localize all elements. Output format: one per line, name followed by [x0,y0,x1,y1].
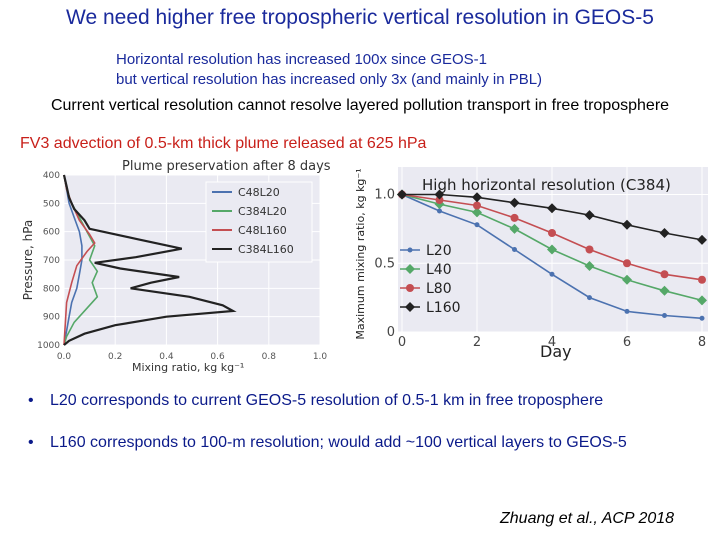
x-tick-label: 0.2 [108,352,122,362]
timeseries-chart-ylabel: Maximum mixing ratio, kg kg⁻¹ [354,168,367,339]
legend-label: C384L20 [238,205,287,218]
x-tick-label: 0.8 [262,352,277,362]
data-point-l20 [699,315,705,321]
data-point-l160 [434,189,445,200]
legend-label: C48L20 [238,186,280,199]
legend-label: L20 [426,243,452,259]
data-point-l40 [584,261,595,271]
subtitle-line-1: Horizontal resolution has increased 100x… [116,51,488,68]
legend-label: L80 [426,281,452,297]
y-tick-label: 1.0 [374,188,395,203]
data-point-l160 [584,210,595,221]
bullet-text-1: L20 corresponds to current GEOS-5 resolu… [50,392,604,409]
legend-marker [406,284,414,292]
data-point-l20 [624,308,630,314]
data-point-l20 [549,271,555,277]
x-tick-label: 4 [548,335,556,350]
y-tick-label: 800 [43,284,60,294]
y-tick-label: 400 [43,171,60,181]
data-point-l40 [547,244,557,255]
x-tick-label: 0.0 [57,352,72,362]
data-point-l160 [509,197,520,208]
data-point-l40 [472,207,482,218]
legend-marker [405,302,415,312]
legend-marker [407,247,413,253]
y-tick-label: 0.5 [374,256,395,271]
y-tick-label: 1000 [37,341,60,351]
data-point-l80 [473,201,481,210]
x-tick-label: 6 [623,335,631,350]
plume-heading: FV3 advection of 0.5-km thick plume rele… [20,135,427,152]
data-point-l80 [660,270,669,279]
data-point-l160 [397,189,407,200]
citation: Zhuang et al., ACP 2018 [500,510,675,527]
y-tick-label: 900 [43,313,60,323]
x-tick-label: 1.0 [313,352,328,362]
y-tick-label: 500 [43,199,60,209]
bullet-marker: • [28,434,34,451]
timeseries-chart-xlabel: Day [540,342,572,361]
data-point-l20 [512,247,517,252]
y-tick-label: 600 [43,228,60,238]
data-point-l80 [623,259,631,268]
subtitle-line-2: but vertical resolution has increased on… [116,71,543,88]
x-tick-label: 0.4 [159,352,174,362]
x-tick-label: 8 [698,335,706,350]
profile-chart-ylabel: Pressure, hPa [21,220,35,301]
legend-label: C48L160 [238,224,287,237]
profile-chart-xlabel: Mixing ratio, kg kg⁻¹ [132,361,244,374]
bullet-item-1: • L20 corresponds to current GEOS-5 resol… [28,392,603,410]
legend-marker [405,264,415,274]
timeseries-chart-title: High horizontal resolution (C384) [422,176,671,194]
legend-label: L160 [426,300,461,316]
bullet-text-2: L160 corresponds to 100-m resolution; wo… [50,434,627,451]
x-tick-label: 2 [473,335,481,350]
profile-chart-title: Plume preservation after 8 days [122,159,331,174]
data-point-l40 [509,223,520,234]
data-point-l40 [659,285,670,296]
data-point-l20 [587,295,592,301]
data-point-l20 [437,208,442,214]
profile-chart: 0.0 0.2 0.4 0.6 0.8 1.0 400 500 600 700 800 900 1000… [21,159,331,374]
series-line-c384l160 [62,174,237,346]
timeseries-chart: 0 2 4 6 8 0 0.5 1.0 L20 L40 L80 L160 High horizont… [354,167,708,361]
data-point-l160 [472,192,482,203]
data-point-l80 [585,245,594,254]
data-point-l160 [622,219,632,230]
x-tick-label: 0.6 [210,352,225,362]
data-point-l160 [697,234,707,245]
data-point-l80 [698,275,706,284]
data-point-l80 [435,196,444,204]
data-point-l40 [697,295,707,306]
series-line-c48l20 [63,174,83,346]
data-point-l20 [662,313,667,318]
y-tick-label: 0 [387,325,395,340]
slide-title: We need higher free tropospheric vertica… [66,6,654,29]
statement-text: Current vertical resolution cannot resol… [50,97,670,114]
legend-label: L40 [426,262,452,278]
data-point-l160 [659,228,670,238]
y-tick-label: 700 [43,256,60,266]
data-point-l20 [474,222,480,228]
x-tick-label: 0 [398,335,406,350]
legend-label: C384L160 [238,243,294,256]
data-point-l80 [510,213,519,222]
data-point-l40 [622,274,632,285]
data-point-l160 [547,203,557,214]
bullet-item-2: • L160 corresponds to 100-m resolution; w… [28,434,627,452]
data-point-l80 [548,229,556,237]
bullet-marker: • [28,392,34,409]
